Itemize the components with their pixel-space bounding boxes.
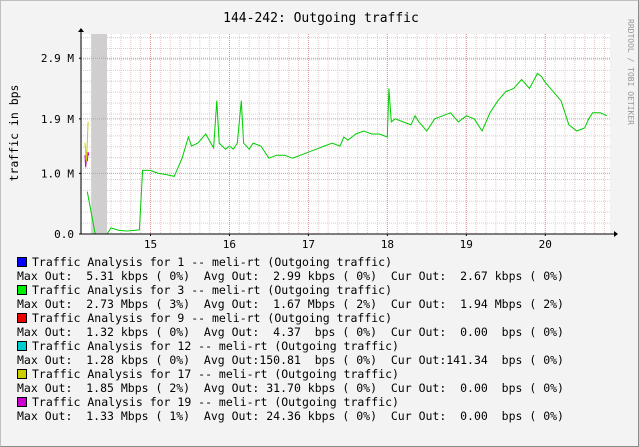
y-tick-label: 1.9 M bbox=[41, 113, 74, 126]
x-tick-label: 15 bbox=[144, 238, 157, 251]
y-tick-label: 1.0 M bbox=[41, 167, 74, 180]
x-axis-arrow bbox=[614, 231, 618, 237]
legend-swatch bbox=[17, 368, 27, 379]
legend-series-name: Traffic Analysis for 19 -- meli-rt (Outg… bbox=[32, 395, 399, 409]
y-tick-labels: 0.0 1.0 M 1.9 M 2.9 M bbox=[41, 52, 81, 241]
legend-series-name: Traffic Analysis for 9 -- meli-rt (Outgo… bbox=[32, 311, 393, 325]
y-axis-arrow bbox=[78, 28, 84, 32]
x-tick-label: 19 bbox=[460, 238, 473, 251]
legend-swatch bbox=[17, 312, 27, 323]
legend-stats: Max Out: 1.28 kbps ( 0%) Avg Out:150.81 … bbox=[17, 353, 564, 367]
legend-series-name: Traffic Analysis for 12 -- meli-rt (Outg… bbox=[32, 339, 399, 353]
x-tick-label: 17 bbox=[302, 238, 315, 251]
legend-stats: Max Out: 2.73 Mbps ( 3%) Avg Out: 1.67 M… bbox=[17, 297, 564, 311]
legend-series-name: Traffic Analysis for 17 -- meli-rt (Outg… bbox=[32, 367, 399, 381]
minor-grid bbox=[80, 34, 610, 234]
unknown-data-band bbox=[91, 34, 108, 234]
major-grid bbox=[81, 34, 610, 234]
legend-entry-title: Traffic Analysis for 1 -- meli-rt (Outgo… bbox=[17, 255, 617, 269]
legend-series-name: Traffic Analysis for 1 -- meli-rt (Outgo… bbox=[32, 255, 393, 269]
legend-series-name: Traffic Analysis for 3 -- meli-rt (Outgo… bbox=[32, 283, 393, 297]
legend-stats: Max Out: 5.31 kbps ( 0%) Avg Out: 2.99 k… bbox=[17, 269, 564, 283]
chart-title: 144-242: Outgoing traffic bbox=[223, 11, 419, 26]
y-tick-label: 2.9 M bbox=[41, 52, 74, 65]
legend-swatch bbox=[17, 340, 27, 351]
legend: Traffic Analysis for 1 -- meli-rt (Outgo… bbox=[17, 255, 617, 423]
legend-entry-title: Traffic Analysis for 3 -- meli-rt (Outgo… bbox=[17, 283, 617, 297]
plot-area bbox=[81, 34, 610, 234]
legend-swatch bbox=[17, 256, 27, 267]
x-tick-label: 16 bbox=[223, 238, 236, 251]
legend-stats: Max Out: 1.33 Mbps ( 1%) Avg Out: 24.36 … bbox=[17, 409, 564, 423]
legend-stats: Max Out: 1.32 kbps ( 0%) Avg Out: 4.37 b… bbox=[17, 325, 564, 339]
legend-entry-title: Traffic Analysis for 19 -- meli-rt (Outg… bbox=[17, 395, 617, 409]
watermark-text: RRDTOOL / TOBI OETIKER bbox=[626, 19, 635, 125]
unknown-band-rect bbox=[91, 34, 108, 234]
legend-stats: Max Out: 1.85 Mbps ( 2%) Avg Out: 31.70 … bbox=[17, 381, 564, 395]
series-line bbox=[86, 72, 608, 235]
y-tick-label: 0.0 bbox=[54, 228, 74, 241]
legend-swatch bbox=[17, 396, 27, 407]
legend-entry-title: Traffic Analysis for 9 -- meli-rt (Outgo… bbox=[17, 311, 617, 325]
legend-swatch bbox=[17, 284, 27, 295]
axes bbox=[78, 28, 618, 237]
x-tick-labels: 15 16 17 18 19 20 bbox=[144, 234, 552, 251]
legend-entry-title: Traffic Analysis for 17 -- meli-rt (Outg… bbox=[17, 367, 617, 381]
legend-entry-title: Traffic Analysis for 12 -- meli-rt (Outg… bbox=[17, 339, 617, 353]
x-tick-label: 18 bbox=[381, 238, 394, 251]
series-line bbox=[84, 121, 89, 162]
x-tick-label: 20 bbox=[539, 238, 552, 251]
y-axis-label: traffic in bps bbox=[7, 85, 21, 182]
